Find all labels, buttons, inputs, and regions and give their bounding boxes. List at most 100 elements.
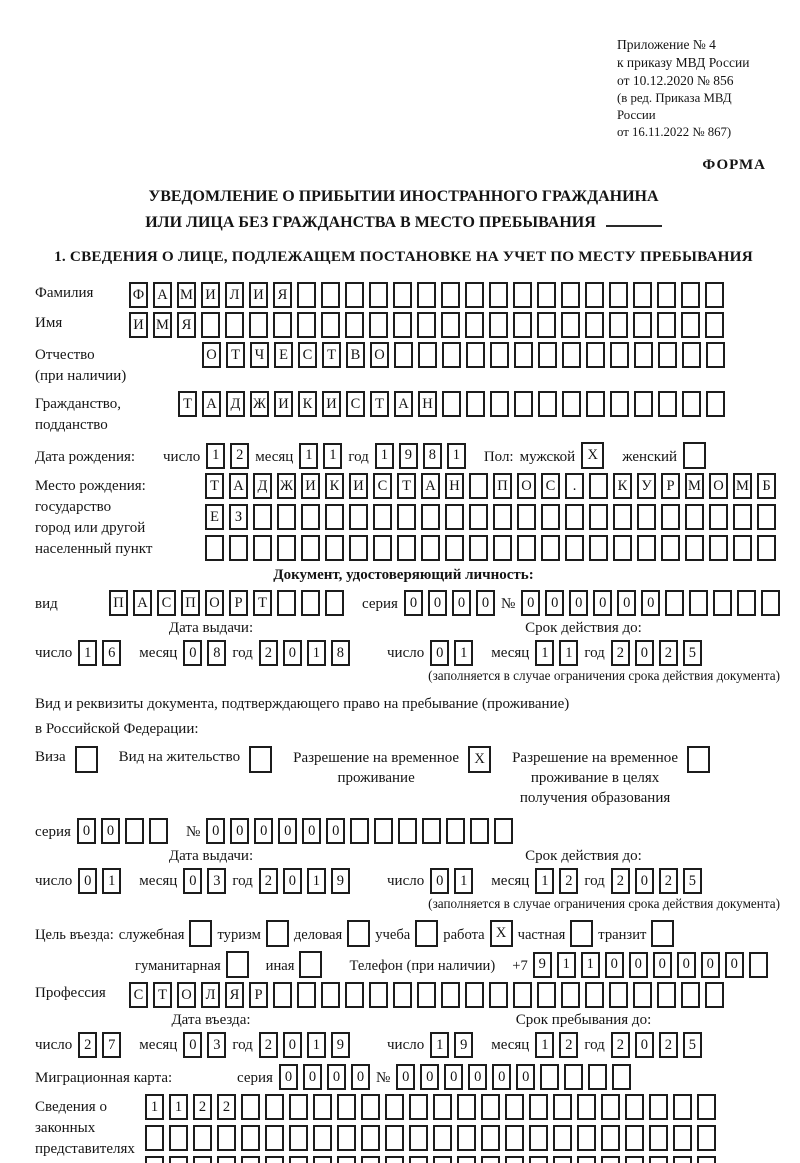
birth-place-input-row3[interactable] <box>205 535 776 561</box>
temp-residence-education-checkbox[interactable] <box>687 746 711 773</box>
purpose-private-checkbox[interactable] <box>570 920 594 947</box>
day-label: число <box>35 644 73 661</box>
identity-validity-note: (заполняется в случае ограничения срока … <box>428 668 780 683</box>
year-label: год <box>232 1036 253 1053</box>
residence-permit-checkbox[interactable] <box>249 746 273 773</box>
month-label: месяц <box>139 644 178 661</box>
residence-validity-note: (заполняется в случае ограничения срока … <box>428 896 780 911</box>
visit-purpose-row2: гуманитарная иная Телефон (при наличии) … <box>135 951 772 978</box>
month-label: месяц <box>139 1036 178 1053</box>
visa-label: Виза <box>35 749 66 765</box>
month-label: месяц <box>255 448 294 465</box>
sex-male-checkbox[interactable]: X <box>581 442 605 469</box>
form-title: УВЕДОМЛЕНИЕ О ПРИБЫТИИ ИНОСТРАННОГО ГРАЖ… <box>35 184 772 236</box>
citizenship-label: Гражданство, <box>35 396 122 412</box>
purpose-official-label: служебная <box>118 927 185 943</box>
phone-label: Телефон (при наличии) <box>349 958 496 974</box>
surname-label: Фамилия <box>35 285 94 301</box>
sex-female-label: женский <box>622 448 678 465</box>
purpose-humanitarian-checkbox[interactable] <box>225 951 249 978</box>
header-line-3: от 10.12.2020 № 856 <box>617 73 734 88</box>
year-label: год <box>584 872 605 889</box>
sex-female-checkbox[interactable] <box>683 442 707 469</box>
section1-heading: 1. СВЕДЕНИЯ О ЛИЦЕ, ПОДЛЕЖАЩЕМ ПОСТАНОВК… <box>54 248 753 265</box>
residence-doc-options: Виза Вид на жительство Разрешение на вре… <box>35 746 772 808</box>
header-note: Приложение № 4 к приказу МВД России от 1… <box>617 36 772 141</box>
purpose-tourism-checkbox[interactable] <box>265 920 289 947</box>
purpose-business-checkbox[interactable] <box>347 920 371 947</box>
birth-place-label-city: город или другой <box>35 520 146 536</box>
header-line-1: Приложение № 4 <box>617 37 716 52</box>
purpose-study-checkbox[interactable] <box>415 920 439 947</box>
sex-male-label: мужской <box>519 448 576 465</box>
identity-kind-label: вид <box>35 596 58 612</box>
month-label: месяц <box>139 872 178 889</box>
purpose-official-checkbox[interactable] <box>189 920 213 947</box>
year-label: год <box>584 1036 605 1053</box>
temp-residence-checkbox[interactable]: X <box>468 746 492 773</box>
representatives-label-2: законных <box>35 1120 96 1136</box>
birth-place-label: Место рождения: <box>35 478 146 494</box>
sex-label: Пол: <box>483 448 514 465</box>
residence-doc-intro-1: Вид и реквизиты документа, подтверждающе… <box>35 696 570 712</box>
representatives-label-1: Сведения о <box>35 1099 107 1115</box>
birth-place-label-state: государство <box>35 499 112 515</box>
visa-checkbox[interactable] <box>74 746 98 773</box>
header-line-4: (в ред. Приказа МВД России <box>617 91 732 122</box>
year-label: год <box>232 872 253 889</box>
year-label: год <box>584 644 605 661</box>
patronymic-label: Отчество <box>35 347 95 363</box>
residence-number-label: № <box>185 824 201 840</box>
representatives-input-row3[interactable] <box>145 1156 716 1163</box>
temp-residence-label: Разрешение на временное проживание <box>293 750 460 786</box>
purpose-other-checkbox[interactable] <box>299 951 323 978</box>
phone-prefix: +7 <box>512 958 528 974</box>
form-title-line1: УВЕДОМЛЕНИЕ О ПРИБЫТИИ ИНОСТРАННОГО ГРАЖ… <box>148 188 659 205</box>
purpose-business-label: деловая <box>293 927 343 943</box>
representatives-input-row2[interactable] <box>145 1125 716 1151</box>
purpose-transit-checkbox[interactable] <box>651 920 675 947</box>
purpose-work-checkbox[interactable]: X <box>489 920 513 947</box>
